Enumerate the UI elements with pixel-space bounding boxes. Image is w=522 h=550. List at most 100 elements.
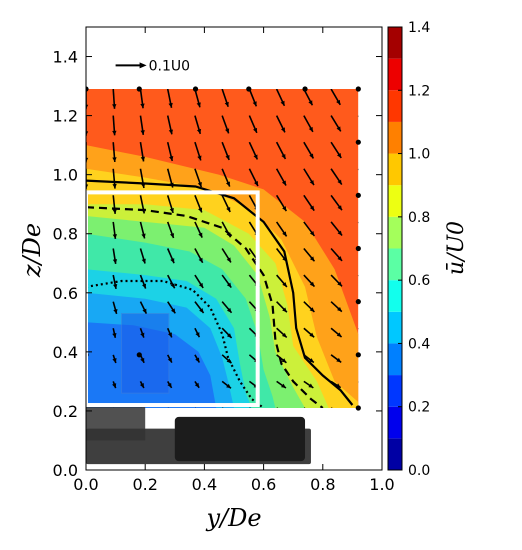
model-body (174, 416, 306, 462)
velocity-vector (303, 301, 315, 313)
velocity-vector (330, 247, 343, 262)
velocity-vector (303, 327, 315, 338)
x-tick-label: 0.4 (192, 475, 217, 494)
y-tick-label: 0.4 (53, 343, 78, 362)
velocity-vector (194, 380, 200, 389)
velocity-vector (248, 141, 259, 160)
colorbar-segment (388, 280, 402, 312)
velocity-vector (330, 194, 343, 211)
velocity-vector (194, 115, 202, 135)
velocity-vector (112, 89, 117, 109)
velocity-vector (330, 301, 343, 313)
velocity-vector (303, 247, 316, 262)
velocity-vector (139, 195, 146, 214)
velocity-vector (303, 274, 316, 288)
colorbar-segment (388, 27, 402, 59)
velocity-vector (330, 327, 343, 338)
colorbar-segment (388, 438, 402, 470)
reference-vector: 0.1U0 (115, 58, 190, 74)
measurement-point (192, 86, 199, 92)
measurement-points (86, 86, 361, 411)
velocity-vector (86, 115, 89, 136)
colorbar-tick-label: 1.4 (408, 20, 430, 36)
velocity-vector (221, 168, 231, 187)
colorbar-segment (388, 311, 402, 344)
velocity-vector (139, 168, 146, 189)
colorbar-segment (388, 343, 402, 376)
velocity-vector (221, 115, 230, 134)
y-tick-label: 0.2 (53, 402, 78, 421)
colorbar-segment (388, 58, 402, 91)
velocity-vector (112, 115, 117, 136)
measurement-point (246, 86, 252, 92)
colorbar-tick-label: 0.4 (408, 336, 430, 352)
colorbar-segment (388, 375, 402, 407)
velocity-vector (275, 168, 287, 186)
measurement-point (355, 139, 361, 145)
velocity-vector (86, 89, 89, 110)
x-axis-label: y/De (205, 504, 261, 532)
velocity-vector (303, 194, 315, 212)
colorbar-segment (388, 153, 402, 186)
velocity-vector (330, 89, 341, 106)
velocity-vector (139, 301, 148, 314)
velocity-vector (112, 248, 118, 265)
velocity-vector (221, 354, 232, 364)
measurement-point (355, 352, 361, 358)
velocity-vector (194, 301, 205, 314)
measurement-point (86, 86, 89, 92)
y-tick-label: 1.4 (53, 48, 78, 67)
velocity-vector (275, 115, 286, 133)
measurement-point (355, 299, 361, 305)
velocity-vector (275, 194, 288, 212)
velocity-vector (330, 168, 343, 185)
velocity-vector (221, 248, 232, 263)
velocity-vector (112, 328, 117, 338)
colorbar-tick-label: 1.2 (408, 83, 430, 99)
vehicle-model-silhouette (86, 312, 311, 465)
model-nose (86, 405, 146, 441)
velocity-vector (167, 301, 176, 314)
velocity-vector (139, 142, 146, 162)
velocity-vector (139, 248, 146, 264)
velocity-vector (276, 327, 288, 339)
velocity-vector (112, 274, 118, 290)
velocity-vector (166, 168, 174, 188)
velocity-vector (330, 141, 342, 159)
colorbar-segment (388, 90, 402, 122)
velocity-vector (112, 168, 117, 189)
velocity-vector (275, 89, 286, 107)
velocity-vector (330, 221, 343, 237)
velocity-vector (139, 221, 146, 239)
velocity-vector (166, 221, 175, 239)
velocity-vector (275, 141, 287, 160)
velocity-vector (112, 301, 118, 315)
y-axis: 0.0 0.2 0.4 0.6 0.8 1.0 1.2 1.4 (53, 48, 382, 480)
velocity-vector (139, 115, 145, 135)
colorbar-segment (388, 216, 402, 249)
velocity-vector (221, 301, 233, 314)
velocity-vector (248, 168, 259, 187)
velocity-vector (166, 327, 173, 338)
colorbar-segment (388, 248, 402, 281)
y-tick-label: 1.2 (53, 107, 78, 126)
colorbar-segment (388, 406, 402, 439)
overlay-box (86, 190, 260, 408)
velocity-vector (166, 89, 173, 108)
velocity-vector (303, 354, 315, 364)
model-rear-block (121, 312, 170, 394)
velocity-vector (166, 248, 175, 264)
velocity-vector (276, 380, 287, 389)
velocity-vector (194, 141, 202, 161)
x-tick-label: 0.0 (73, 475, 98, 494)
x-tick-label: 0.2 (132, 475, 157, 494)
velocity-vector (167, 380, 173, 389)
measurement-point (136, 352, 142, 358)
colorbar-segment (388, 185, 402, 217)
plot-frame (85, 26, 383, 471)
velocity-vector (194, 221, 203, 238)
velocity-vector (194, 354, 201, 363)
colorbar-tick-label: 1.0 (408, 147, 430, 163)
velocity-vector (303, 115, 314, 133)
